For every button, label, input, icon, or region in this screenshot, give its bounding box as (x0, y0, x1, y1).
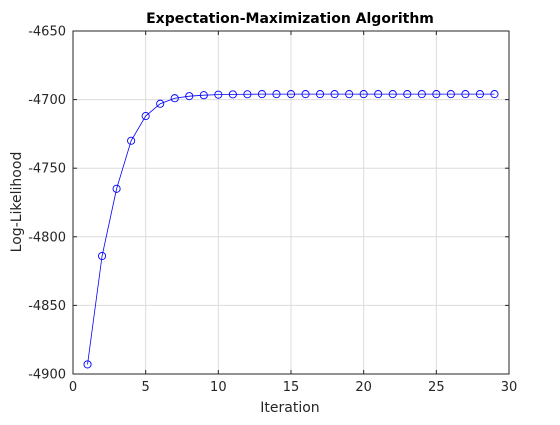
data-point (330, 90, 339, 99)
data-point (257, 90, 266, 99)
series-group (83, 90, 499, 369)
x-tick-label: 25 (428, 380, 445, 395)
y-tick-label: -4650 (28, 25, 66, 40)
data-point (127, 136, 136, 145)
x-tick-label: 15 (283, 380, 300, 395)
y-tick-label: -4850 (28, 299, 66, 314)
data-point (141, 112, 150, 121)
data-point (199, 91, 208, 100)
data-point (388, 90, 397, 99)
data-point (156, 99, 165, 108)
data-point (490, 90, 499, 99)
data-point (461, 90, 470, 99)
data-point (359, 90, 368, 99)
ticks: 0 5 10 15 20 25 30 -4900 -4850 -4800 -4750 -4700 -46… (28, 25, 517, 396)
data-point (403, 90, 412, 99)
data-point (170, 94, 179, 103)
x-tick-label: 5 (142, 380, 150, 395)
data-point (446, 90, 455, 99)
data-point (316, 90, 325, 99)
y-axis-label: Log-Likelihood (9, 152, 25, 253)
x-axis-label: Iteration (260, 400, 319, 416)
data-point (345, 90, 354, 99)
data-point (185, 92, 194, 101)
y-tick-label: -4750 (28, 162, 66, 177)
y-tick-label: -4900 (28, 368, 66, 383)
data-point (374, 90, 383, 99)
data-point (98, 251, 107, 261)
data-point (112, 184, 121, 193)
data-point (83, 360, 92, 369)
series-line (87, 93, 495, 365)
data-point (475, 90, 484, 99)
x-tick-label: 10 (210, 380, 227, 395)
data-point (301, 90, 310, 99)
x-tick-label: 20 (355, 380, 372, 395)
data-point (272, 90, 281, 99)
x-tick-label: 30 (501, 380, 518, 395)
data-point (214, 90, 223, 99)
data-point (286, 90, 296, 99)
chart-title: Expectation-Maximization Algorithm (146, 11, 434, 27)
y-tick-label: -4800 (28, 230, 66, 245)
data-point (243, 90, 252, 99)
data-point (432, 90, 441, 99)
data-point (228, 90, 237, 99)
data-point (417, 90, 426, 99)
y-tick-label: -4700 (28, 93, 66, 108)
x-tick-label: 0 (69, 380, 77, 395)
